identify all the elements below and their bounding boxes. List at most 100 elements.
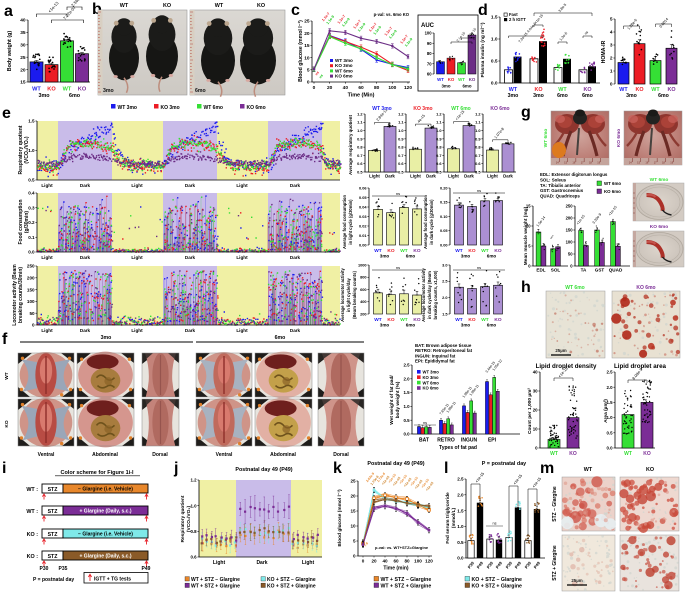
svg-text:80: 80: [374, 85, 380, 91]
svg-text:KO 6mo: KO 6mo: [636, 285, 655, 291]
svg-text:1.0: 1.0: [475, 128, 480, 133]
svg-text:EPI: EPI: [488, 438, 497, 444]
svg-text:2.5: 2.5: [442, 279, 448, 284]
svg-text:1.0: 1.0: [491, 37, 498, 43]
svg-text:P49: P49: [495, 560, 504, 569]
svg-text:0.0: 0.0: [403, 432, 410, 437]
svg-text:0.15: 0.15: [440, 200, 448, 205]
svg-text:100: 100: [27, 299, 35, 304]
svg-text:Light: Light: [131, 328, 143, 333]
svg-text:1.2: 1.2: [436, 111, 442, 116]
svg-text:400: 400: [360, 299, 367, 304]
svg-text:P30: P30: [505, 560, 514, 569]
svg-text:60: 60: [427, 72, 432, 77]
svg-text:10: 10: [304, 55, 310, 61]
svg-text:Dark: Dark: [290, 328, 301, 333]
svg-text:1000: 1000: [358, 262, 367, 267]
svg-text:KO + STZ + Glargine: KO + STZ + Glargine: [267, 584, 316, 590]
svg-text:WT: WT: [624, 451, 632, 457]
svg-text:P35: P35: [59, 566, 68, 572]
svg-text:GST: Gastrocnemius: GST: Gastrocnemius: [540, 188, 584, 193]
svg-text:200: 200: [27, 275, 35, 280]
svg-text:3mo: 3mo: [461, 254, 471, 259]
svg-text:KO: KO: [469, 77, 476, 82]
svg-text:AUC: AUC: [421, 23, 435, 29]
svg-text:3mo: 3mo: [461, 323, 471, 328]
svg-text:KO + STZ − Glargine: KO + STZ − Glargine: [472, 577, 523, 583]
svg-text:3.2e-15: 3.2e-15: [467, 27, 478, 38]
svg-text:1.2: 1.2: [398, 111, 404, 116]
svg-text:6mo: 6mo: [487, 254, 497, 259]
svg-text:3: 3: [610, 43, 613, 49]
svg-text:Dark: Dark: [80, 328, 91, 333]
svg-text:KO: KO: [534, 87, 542, 93]
svg-text:Time (Min): Time (Min): [348, 93, 375, 99]
svg-text:WT: WT: [215, 3, 224, 9]
svg-text:4: 4: [610, 30, 613, 36]
svg-text:WT + STZ + Glargine: WT + STZ + Glargine: [191, 584, 240, 590]
svg-text:0.9: 0.9: [475, 136, 481, 141]
svg-text:e: e: [2, 105, 11, 122]
svg-text:b: b: [92, 1, 102, 18]
svg-text:P49: P49: [533, 560, 542, 569]
svg-text:WT: WT: [584, 467, 593, 473]
svg-text:Dark: Dark: [185, 255, 196, 260]
svg-text:EDL: Extensor digitorum longus: EDL: Extensor digitorum longus: [540, 172, 608, 177]
svg-text:0: 0: [528, 264, 531, 269]
svg-text:STZ: STZ: [48, 509, 59, 515]
svg-text:0.6: 0.6: [475, 161, 481, 166]
svg-text:WT 6mo: WT 6mo: [204, 105, 223, 111]
svg-text:1.98e-11: 1.98e-11: [462, 386, 473, 399]
svg-text:1.2: 1.2: [190, 478, 197, 483]
svg-text:15: 15: [564, 161, 567, 165]
svg-text:15: 15: [350, 509, 356, 514]
svg-text:Respiratory quotient: Respiratory quotient: [180, 495, 186, 542]
svg-text:800: 800: [360, 275, 367, 280]
svg-text:− Glargine (i.e. Vehicle): − Glargine (i.e. Vehicle): [78, 487, 133, 493]
svg-text:0.02: 0.02: [359, 223, 367, 228]
svg-text:16: 16: [572, 161, 575, 165]
svg-text:KO 6mo: KO 6mo: [650, 224, 668, 230]
svg-text:<1e-15: <1e-15: [532, 477, 543, 489]
svg-text:Lipid droplet density: Lipid droplet density: [536, 363, 597, 370]
svg-text:1.3e-5: 1.3e-5: [559, 31, 569, 41]
svg-text:250: 250: [566, 204, 574, 209]
svg-text:0.1: 0.1: [28, 235, 35, 240]
svg-text:40: 40: [20, 18, 26, 24]
svg-text:1.0: 1.0: [436, 128, 441, 133]
svg-text:BAT: BAT: [419, 438, 429, 444]
svg-text:15: 15: [637, 161, 640, 165]
svg-text:0.5: 0.5: [357, 169, 363, 174]
svg-text:KO: KO: [643, 451, 651, 457]
svg-text:WT: WT: [374, 317, 382, 323]
svg-text:1.0: 1.0: [398, 128, 403, 133]
svg-text:SOL: SOL: [551, 268, 561, 273]
svg-text:KO 3mo: KO 3mo: [161, 105, 180, 111]
svg-text:KO 6mo: KO 6mo: [423, 386, 439, 391]
svg-text:17: 17: [654, 161, 657, 165]
svg-text:(Beam breaking counts): (Beam breaking counts): [352, 271, 357, 319]
svg-text:WT: WT: [32, 87, 41, 93]
svg-text:KO 6mo: KO 6mo: [604, 189, 621, 194]
svg-text:WT: WT: [481, 248, 489, 254]
svg-text:1.5: 1.5: [403, 390, 410, 395]
svg-text:WT 6mo: WT 6mo: [543, 129, 549, 148]
svg-text:1.1e-7: 1.1e-7: [321, 12, 330, 23]
svg-text:1.1e-9: 1.1e-9: [373, 25, 382, 36]
svg-text:2.5: 2.5: [403, 363, 410, 368]
svg-text:ns: ns: [396, 265, 400, 270]
svg-text:150: 150: [566, 228, 574, 233]
svg-text:1.28e-6: 1.28e-6: [627, 18, 638, 30]
svg-text:0.9: 0.9: [357, 136, 363, 141]
svg-text:150: 150: [27, 287, 35, 292]
svg-text:0.05: 0.05: [440, 228, 448, 233]
svg-text:0.01: 0.01: [359, 233, 367, 238]
svg-text:(mmol/L): (mmol/L): [451, 507, 457, 528]
svg-text:<1e-15: <1e-15: [455, 110, 466, 122]
svg-text:Light: Light: [302, 560, 315, 566]
svg-text:1.5: 1.5: [606, 400, 613, 405]
svg-text:<1e-15: <1e-15: [398, 474, 408, 485]
svg-text:KO 3mo: KO 3mo: [413, 106, 432, 112]
svg-text:1.98e-11: 1.98e-11: [446, 401, 457, 414]
svg-text:KO: KO: [448, 77, 455, 82]
